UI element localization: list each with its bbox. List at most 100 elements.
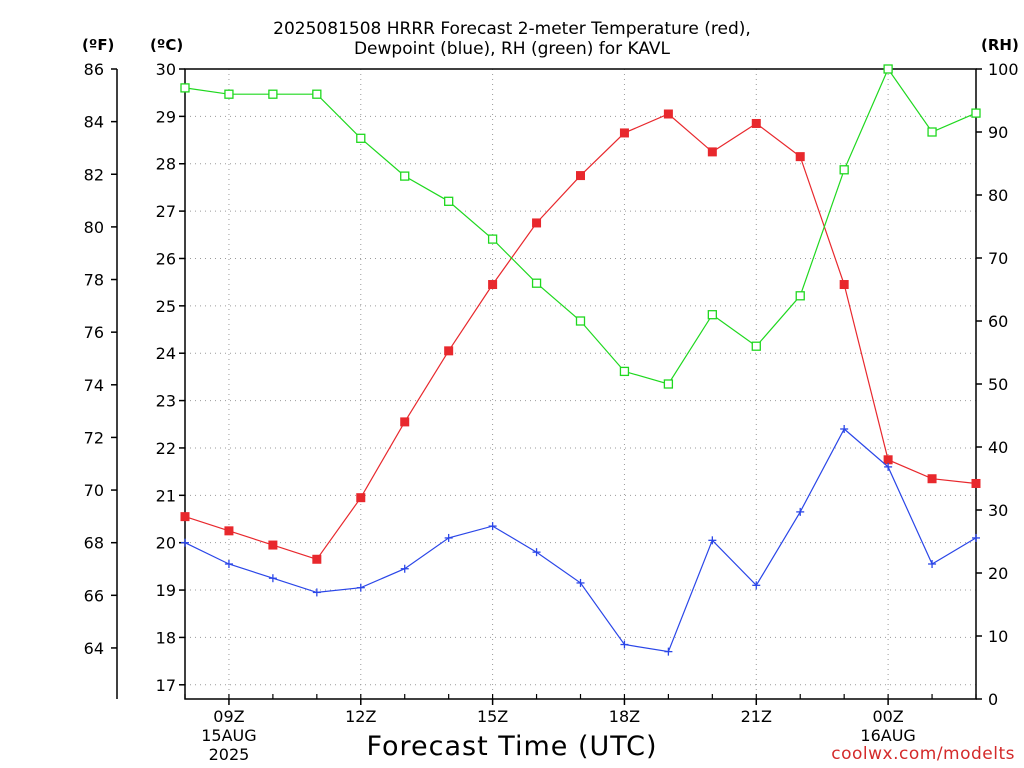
rh-point [531,278,542,288]
rh-tick-label: 30 [988,501,1008,520]
rh-point [751,341,761,351]
rh-point [268,89,278,99]
rh-tick-label: 90 [988,123,1008,142]
rh-tick-label: 70 [988,249,1008,268]
x-axis-title: Forecast Time (UTC) [366,731,658,762]
x-tick-label: 12Z [345,707,376,726]
rh-point [707,310,717,320]
rh-point [575,316,586,326]
celsius-tick-label: 29 [156,107,176,126]
tick-labels: 64 66 68 70 72 74 76 78 80 82 84 86 17 18 19 20 21 22 23 24… [84,60,1019,764]
fahrenheit-tick-label: 76 [84,323,104,342]
rh-tick-label: 80 [988,186,1008,205]
temperature-point [444,346,454,356]
fahrenheit-tick-label: 66 [84,586,104,605]
temperature-point [751,118,761,128]
temperature-series [180,109,981,564]
rh-point [883,64,893,74]
temperature-point [663,109,673,119]
fahrenheit-tick-label: 72 [84,428,104,447]
temperature-point [400,417,410,427]
rh-point [444,196,454,206]
celsius-tick-label: 18 [156,628,176,647]
dewpoint-point [664,647,673,656]
temperature-point [707,147,717,157]
temperature-point [312,554,322,564]
rh-point [927,127,937,137]
rh-point [356,133,366,143]
rh-point [487,234,498,244]
temperature-point [927,474,937,484]
celsius-tick-label: 20 [156,534,176,553]
temperature-point [180,512,190,522]
dewpoint-point [840,425,849,433]
dewpoint-series [181,425,980,656]
rh-tick-label: 10 [988,627,1008,646]
dewpoint-point [928,560,937,568]
temperature-point [795,152,805,162]
celsius-tick-label: 21 [156,486,176,505]
rh-tick-label: 50 [988,375,1008,394]
x-tick-label: 15Z [477,707,508,726]
dewpoint-point [356,583,365,592]
fahrenheit-tick-label: 86 [84,60,104,79]
rh-point [839,165,849,175]
celsius-tick-label: 22 [156,439,176,458]
rh-tick-label: 0 [988,690,998,709]
series [180,64,981,656]
dewpoint-point [708,536,717,545]
fahrenheit-tick-label: 82 [84,165,104,184]
dewpoint-point [576,578,585,587]
gridlines [185,69,976,699]
celsius-tick-label: 23 [156,392,176,411]
temperature-point [532,218,542,228]
fahrenheit-tick-label: 70 [84,481,104,500]
rh-unit-label: (RH) [981,36,1019,54]
celsius-tick-label: 30 [156,60,176,79]
rh-point [400,171,410,181]
credit-text: coolwx.com/modelts [831,744,1015,764]
dewpoint-point [181,538,189,547]
celsius-tick-label: 27 [156,202,176,221]
x-tick-label: 21Z [741,707,772,726]
celsius-tick-label: 24 [156,344,176,363]
rh-point [795,291,805,301]
celsius-tick-label: 19 [156,581,176,600]
celsius-tick-label: 28 [156,155,176,174]
dewpoint-point [532,548,541,557]
celsius-tick-label: 26 [156,249,176,268]
dewpoint-point [444,533,453,542]
temperature-point [356,493,366,503]
x-tick-label: 09Z [213,707,244,726]
fahrenheit-tick-label: 68 [84,534,104,553]
rh-point [312,89,322,99]
temperature-point [839,280,849,290]
temperature-point [619,128,629,138]
rh-point [180,83,190,93]
x-tick-label: 00Z [872,707,903,726]
chart-title-line-2: Dewpoint (blue), RH (green) for KAVL [353,39,671,59]
x-tick-label: 18Z [609,707,640,726]
x-tick-sublabel: 15AUG [201,726,256,745]
dewpoint-point [972,533,980,542]
x-tick-sublabel: 2025 [209,745,250,764]
rh-point [971,108,981,118]
rh-point [663,379,674,389]
fahrenheit-tick-label: 64 [84,639,104,658]
dewpoint-line [184,428,977,653]
rh-point [619,366,630,377]
fahrenheit-tick-label: 78 [84,271,104,290]
rh-tick-label: 40 [988,438,1008,457]
rh-series [180,64,981,389]
rh-tick-label: 20 [988,564,1008,583]
axes [111,68,982,705]
dewpoint-point [488,522,497,531]
dewpoint-point [884,462,893,471]
fahrenheit-tick-label: 84 [84,113,104,132]
dewpoint-point [268,574,277,583]
rh-point [224,89,234,99]
rh-tick-label: 100 [988,60,1019,79]
chart-title-line-1: 2025081508 HRRR Forecast 2-meter Tempera… [273,19,751,39]
celsius-unit-label: (ºC) [150,36,184,54]
